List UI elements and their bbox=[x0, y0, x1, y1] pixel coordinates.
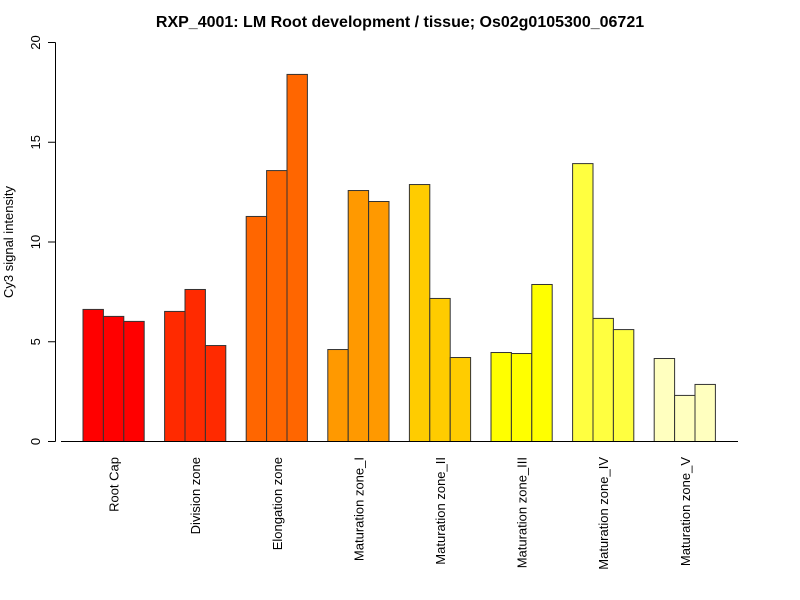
bar bbox=[347, 190, 370, 442]
bar bbox=[204, 345, 227, 443]
bar bbox=[184, 288, 206, 443]
x-tick-label: Maturation zone_V bbox=[678, 457, 693, 566]
bar bbox=[82, 308, 104, 442]
y-axis-label: Cy3 signal intensity bbox=[1, 186, 16, 298]
bar bbox=[653, 358, 676, 443]
y-axis: 0 5 10 15 20 bbox=[28, 35, 56, 445]
bar bbox=[449, 357, 472, 443]
y-tick-label: 0 bbox=[28, 438, 43, 445]
bar bbox=[327, 349, 349, 442]
bars bbox=[82, 73, 716, 443]
x-tick-label: Root Cap bbox=[107, 457, 122, 512]
bar bbox=[490, 352, 512, 442]
bar bbox=[612, 329, 635, 442]
bar bbox=[510, 353, 533, 442]
bar bbox=[531, 283, 553, 442]
bar bbox=[102, 315, 125, 442]
x-tick-label: Maturation zone_II bbox=[433, 457, 448, 565]
bar bbox=[429, 297, 451, 442]
category-labels: Root Cap Division zone Elongation zone Matu… bbox=[107, 457, 693, 570]
bar bbox=[674, 394, 696, 443]
bar bbox=[164, 310, 186, 442]
y-tick-label: 20 bbox=[28, 35, 43, 49]
chart-title: RXP_4001: LM Root development / tissue; … bbox=[156, 14, 644, 31]
bar bbox=[123, 320, 145, 442]
bar bbox=[368, 201, 390, 442]
bar bbox=[694, 383, 716, 443]
bar bbox=[408, 184, 431, 442]
bar bbox=[572, 163, 594, 442]
x-tick-label: Division zone bbox=[188, 457, 203, 534]
y-tick-label: 15 bbox=[28, 135, 43, 149]
x-tick-label: Maturation zone_IV bbox=[596, 457, 611, 570]
x-tick-label: Maturation zone_III bbox=[515, 457, 530, 568]
y-tick-label: 10 bbox=[28, 235, 43, 249]
y-tick-label: 5 bbox=[28, 338, 43, 345]
x-tick-label: Maturation zone_I bbox=[351, 457, 366, 561]
bar bbox=[286, 73, 308, 442]
bar bbox=[266, 170, 288, 443]
bar bbox=[592, 317, 614, 442]
x-tick-label: Elongation zone bbox=[270, 457, 285, 550]
bar bbox=[245, 215, 268, 442]
